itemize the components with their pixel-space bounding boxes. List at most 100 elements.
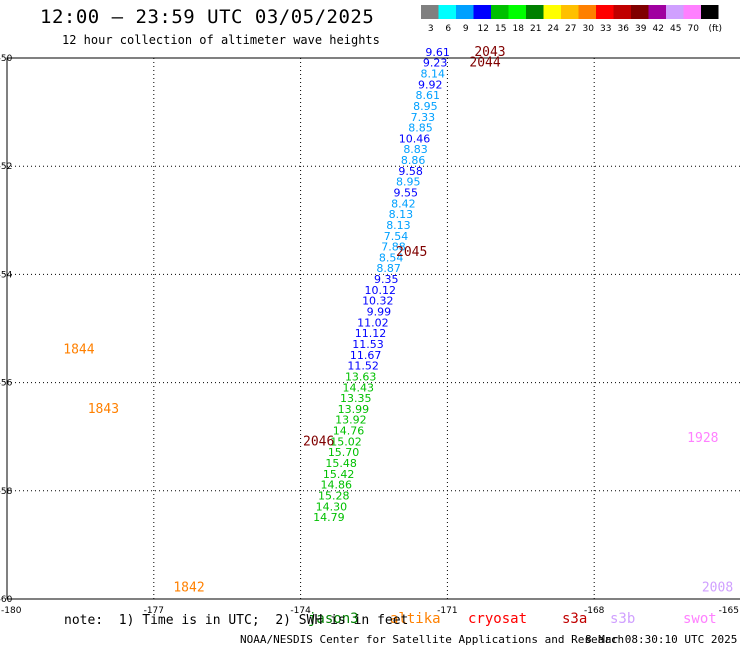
scale-swatch [596, 5, 614, 19]
scale-swatch [473, 5, 491, 19]
scale-swatch [508, 5, 526, 19]
scale-label: 15 [495, 24, 506, 34]
wave-height-value: 14.86 [320, 479, 352, 492]
satellite-label: altika [390, 611, 441, 627]
scale-swatch [613, 5, 631, 19]
wave-height-value: 8.13 [386, 219, 411, 232]
scale-swatch [648, 5, 666, 19]
x-tick-label: -168 [584, 606, 605, 616]
wave-height-value: 14.30 [316, 500, 348, 513]
wave-height-value: 8.85 [408, 122, 433, 135]
scale-label: 3 [428, 24, 434, 34]
wave-height-value: 15.02 [330, 435, 362, 448]
scale-label: 70 [688, 24, 700, 34]
wave-height-marks: 9.619.238.149.928.618.957.338.8510.468.8… [313, 46, 450, 524]
footnote: note: 1) Time is in UTC; 2) SWH is in fe… [64, 613, 409, 628]
scale-swatch [683, 5, 701, 19]
wave-height-value: 7.54 [384, 230, 409, 243]
credit-line: NOAA/NESDIS Center for Satellite Applica… [240, 633, 625, 646]
scale-swatch [526, 5, 544, 19]
time-label: 2008 [702, 580, 733, 595]
wave-height-value: 7.88 [381, 241, 406, 254]
axis-ticks: -180 -177 -174 -171 -168 -165 -50 -52 -54 -56 -58 -… [0, 54, 739, 616]
scale-label: 42 [653, 24, 664, 34]
x-tick-label: -165 [719, 606, 739, 616]
chart-subtitle: 12 hour collection of altimeter wave hei… [62, 33, 380, 47]
y-tick-label: -58 [0, 487, 13, 497]
generation-timestamp: 8 Mar 08:30:10 UTC 2025 [585, 633, 738, 646]
wave-height-value: 11.02 [357, 316, 389, 329]
time-label: 2046 [303, 434, 334, 449]
wave-height-value: 8.83 [403, 143, 428, 156]
satellite-label: s3a [562, 611, 588, 627]
time-label: 2044 [469, 56, 500, 71]
satellite-label: swot [683, 611, 717, 627]
wave-height-value: 11.12 [355, 327, 387, 340]
wave-height-value: 8.86 [401, 154, 426, 167]
satellite-label: s3b [610, 611, 636, 627]
scale-label: 39 [635, 24, 647, 34]
scale-swatch [543, 5, 561, 19]
y-tick-label: -60 [0, 595, 13, 605]
wave-height-value: 15.48 [325, 457, 357, 470]
wave-height-value: 9.92 [418, 78, 443, 91]
scale-label: 30 [583, 24, 595, 34]
time-label: 1843 [88, 402, 119, 417]
wave-height-value: 9.58 [398, 165, 423, 178]
wave-height-value: 8.54 [379, 251, 404, 264]
y-tick-label: -54 [0, 270, 13, 280]
wave-height-value: 15.28 [318, 489, 350, 502]
scale-label: 27 [565, 24, 576, 34]
scale-swatch [438, 5, 456, 19]
wave-height-value: 8.14 [420, 67, 445, 80]
y-tick-label: -52 [0, 162, 12, 172]
wave-height-value: 8.13 [389, 208, 414, 221]
wave-height-value: 8.42 [391, 197, 416, 210]
wave-height-value: 9.55 [394, 186, 419, 199]
satellite-label: jason3 [308, 611, 359, 627]
plot-grid [6, 57, 740, 600]
wave-height-value: 13.92 [335, 414, 367, 427]
scale-swatch [421, 5, 439, 19]
x-tick-label: -174 [290, 606, 311, 616]
wave-height-value: 14.76 [333, 425, 365, 438]
wave-height-value: 9.35 [374, 273, 399, 286]
scale-label: 33 [600, 24, 611, 34]
wave-height-value: 9.99 [367, 306, 392, 319]
wave-height-value: 10.32 [362, 295, 394, 308]
time-label: 2043 [474, 45, 505, 60]
time-label: 1928 [687, 431, 718, 446]
wave-height-value: 9.23 [423, 57, 448, 70]
y-tick-label: -50 [0, 54, 13, 64]
scale-label: 9 [463, 24, 469, 34]
scale-label: 12 [478, 24, 489, 34]
scale-swatch [456, 5, 474, 19]
wave-height-value: 14.79 [313, 511, 345, 524]
scale-label: 24 [548, 24, 560, 34]
time-label: 1844 [63, 342, 94, 357]
time-label: 1842 [173, 580, 204, 595]
wave-height-value: 13.63 [345, 370, 377, 383]
scale-swatch [561, 5, 579, 19]
scale-swatch [701, 5, 719, 19]
scale-swatch [491, 5, 509, 19]
scale-swatch [578, 5, 596, 19]
satellite-label: cryosat [468, 611, 528, 627]
wave-height-value: 15.70 [328, 446, 360, 459]
time-label: 2045 [396, 245, 427, 260]
scale-label: 36 [618, 24, 630, 34]
scale-swatch [631, 5, 649, 19]
chart-title: 12:00 – 23:59 UTC 03/05/2025 [40, 6, 375, 28]
y-tick-label: -56 [0, 379, 13, 389]
wave-height-value: 8.95 [413, 100, 438, 113]
color-scale-legend: 3 6 9 12 15 18 21 24 27 30 33 36 39 42 45 70 (ft) [421, 5, 723, 34]
wave-height-value: 11.67 [350, 349, 382, 362]
scale-swatch [666, 5, 684, 19]
wave-height-value: 8.87 [376, 262, 401, 275]
scale-unit: (ft) [709, 24, 723, 34]
scale-label: 6 [445, 24, 451, 34]
scale-label: 18 [513, 24, 525, 34]
wave-height-value: 7.33 [411, 111, 436, 124]
